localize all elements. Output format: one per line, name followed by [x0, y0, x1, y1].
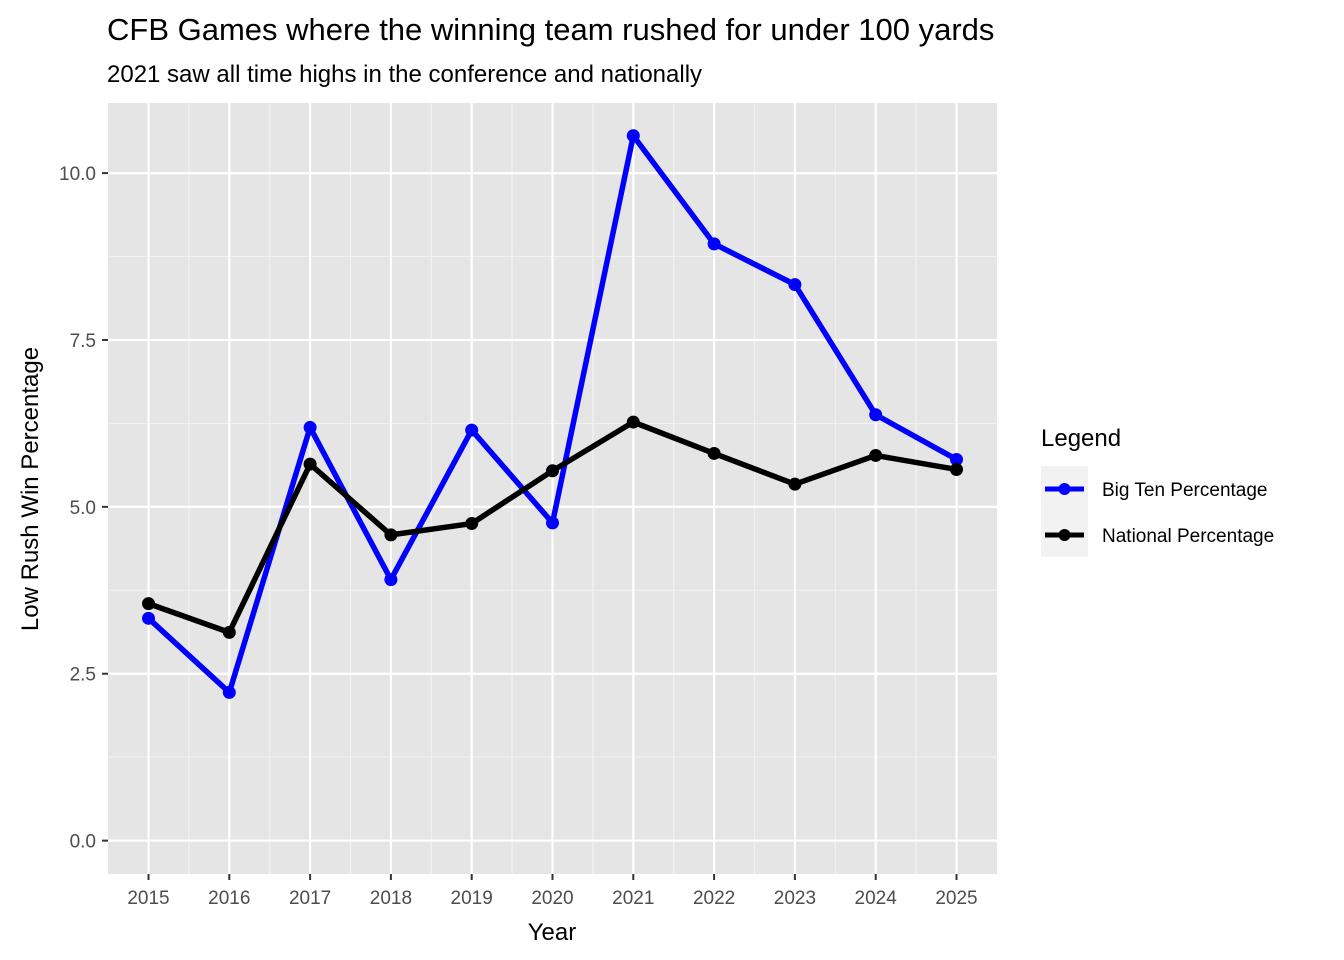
legend-label-national: National Percentage — [1102, 526, 1274, 547]
x-tick-label: 2016 — [208, 888, 250, 909]
data-point-big-ten-percentage — [950, 452, 963, 466]
data-point-big-ten-percentage — [384, 573, 398, 587]
data-point-big-ten-percentage — [303, 420, 317, 434]
legend-title: Legend — [1041, 425, 1121, 452]
data-point-big-ten-percentage — [788, 278, 802, 292]
x-tick-label: 2020 — [531, 888, 573, 909]
x-tick-label: 2019 — [451, 888, 493, 909]
data-point-national-percentage — [546, 464, 559, 478]
data-point-big-ten-percentage — [546, 516, 559, 530]
y-tick-label: 0.0 — [70, 832, 96, 853]
data-point-national-percentage — [142, 597, 155, 611]
y-axis: 0.0 2.5 5.0 7.5 10.0 — [59, 164, 108, 853]
data-point-national-percentage — [626, 415, 640, 429]
y-tick-label: 5.0 — [70, 498, 96, 519]
legend-label-big-ten: Big Ten Percentage — [1102, 480, 1268, 501]
data-point-national-percentage — [384, 528, 398, 542]
data-point-national-percentage — [707, 446, 721, 460]
chart-title: CFB Games where the winning team rushed … — [107, 12, 994, 47]
x-tick-label: 2018 — [370, 888, 412, 909]
data-point-big-ten-percentage — [142, 611, 155, 625]
series-layer — [142, 129, 963, 699]
legend: Legend Big Ten Percentage National Perce… — [1041, 425, 1274, 557]
y-tick-label: 7.5 — [70, 331, 96, 352]
data-point-national-percentage — [222, 625, 236, 639]
x-tick-label: 2025 — [935, 888, 977, 909]
data-point-big-ten-percentage — [222, 685, 236, 699]
data-point-national-percentage — [788, 477, 802, 491]
data-point-national-percentage — [869, 448, 883, 462]
data-point-big-ten-percentage — [465, 423, 479, 437]
data-point-big-ten-percentage — [869, 408, 883, 422]
x-tick-label: 2015 — [127, 888, 169, 909]
x-tick-label: 2023 — [774, 888, 816, 909]
x-tick-label: 2017 — [289, 888, 331, 909]
x-axis: 2015 2016 2017 2018 2019 2020 2021 2022 2023 2024… — [127, 874, 978, 909]
y-tick-label: 10.0 — [59, 164, 96, 185]
data-point-national-percentage — [303, 457, 317, 471]
y-axis-title: Low Rush Win Percentage — [17, 347, 44, 631]
x-tick-label: 2022 — [693, 888, 735, 909]
data-point-big-ten-percentage — [707, 237, 721, 251]
legend-key-point-big-ten — [1058, 483, 1071, 495]
x-tick-label: 2021 — [612, 888, 654, 909]
x-axis-title: Year — [528, 919, 577, 946]
chart-subtitle: 2021 saw all time highs in the conferenc… — [107, 61, 702, 88]
legend-key-point-national — [1058, 529, 1071, 541]
data-point-national-percentage — [465, 517, 479, 531]
x-tick-label: 2024 — [855, 888, 898, 909]
y-tick-label: 2.5 — [70, 665, 96, 686]
data-point-national-percentage — [950, 462, 963, 476]
data-point-big-ten-percentage — [626, 129, 640, 143]
